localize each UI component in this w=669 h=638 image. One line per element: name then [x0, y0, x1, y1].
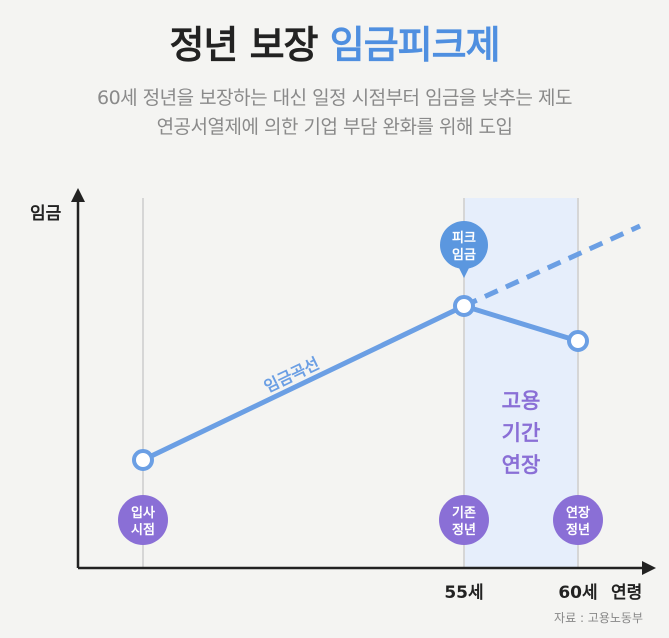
- wage-curve-rising: [140, 303, 467, 463]
- title-main: 정년 보장: [169, 23, 318, 67]
- band-label-line1: 고용: [502, 389, 541, 413]
- peak-label-line2: 임금: [452, 248, 476, 263]
- point-entry: [132, 449, 154, 471]
- x-axis-label: 연령: [611, 582, 642, 603]
- point-peak: [453, 295, 475, 317]
- peak-label-line1: 피크: [452, 231, 476, 246]
- y-axis-label: 임금: [30, 203, 62, 224]
- marker-extended-line1: 연장: [566, 505, 590, 521]
- x-tick-60: 60세: [558, 583, 597, 603]
- band-label-line2: 기간: [502, 421, 541, 445]
- marker-original-line1: 기존: [452, 506, 476, 521]
- subtitle: 60세 정년을 보장하는 대신 일정 시점부터 임금을 낮추는 제도 연공서열제…: [0, 84, 669, 142]
- x-tick-55: 55세: [444, 583, 483, 603]
- marker-original-retirement: 기존 정년: [439, 495, 489, 545]
- y-axis-arrow-icon: [71, 188, 85, 202]
- marker-entry: 입사 시점: [118, 495, 168, 545]
- subtitle-line-2: 연공서열제에 의한 기업 부담 완화를 위해 도입: [156, 116, 513, 138]
- wage-curve-declining: [461, 303, 581, 344]
- wage-curve-projected-dashed: [462, 223, 642, 309]
- marker-extended-retirement: 연장 정년: [553, 495, 603, 545]
- marker-entry-line2: 시점: [131, 523, 155, 538]
- peak-wage-bubble: 피크 임금: [440, 221, 488, 278]
- marker-extended-line2: 정년: [566, 522, 590, 538]
- x-axis-arrow-icon: [642, 561, 656, 575]
- title-accent: 임금피크제: [329, 23, 501, 67]
- marker-entry-line1: 입사: [131, 505, 155, 521]
- point-extended: [567, 330, 589, 352]
- page-title: 정년 보장 임금피크제: [0, 14, 669, 69]
- marker-original-line2: 정년: [452, 522, 476, 538]
- band-label-line3: 연장: [502, 453, 541, 477]
- subtitle-line-1: 60세 정년을 보장하는 대신 일정 시점부터 임금을 낮추는 제도: [96, 87, 573, 109]
- source-note: 자료 : 고용노동부: [554, 611, 643, 625]
